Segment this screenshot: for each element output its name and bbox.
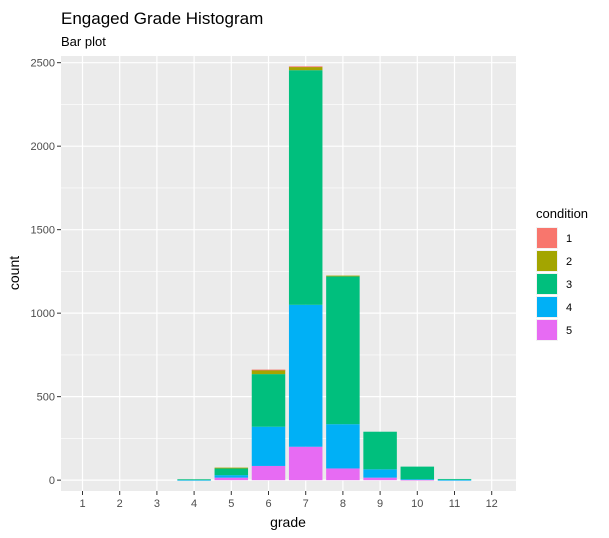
bar-grade-8-condition-5 [326, 468, 360, 481]
bar-grade-11-condition-4 [437, 479, 472, 481]
bar-grade-7-condition-2 [288, 66, 323, 71]
bar-grade-7-condition-5 [288, 446, 323, 481]
x-tick-label: 1 [79, 498, 85, 510]
bar-grade-8-condition-3 [326, 276, 360, 425]
bar-grade-5-condition-5 [214, 477, 249, 481]
bar-grade-4-condition-3 [177, 479, 211, 481]
legend-swatch-1 [537, 228, 557, 248]
y-tick-label: 1500 [31, 225, 55, 237]
bar-grade-5-condition-4 [214, 475, 249, 478]
legend-swatch-3 [537, 274, 557, 294]
legend-label-3: 3 [566, 279, 572, 291]
y-tick-label: 2000 [31, 141, 55, 153]
bar-grade-10-condition-5 [400, 479, 435, 481]
bar-grade-4-condition-4 [177, 479, 211, 481]
bar-grade-9-condition-3 [363, 431, 397, 470]
legend-swatch-4 [537, 297, 557, 317]
bar-grade-8-condition-4 [326, 424, 360, 469]
x-axis-title: grade [270, 514, 306, 530]
bar-grade-5-condition-3 [214, 468, 249, 476]
y-tick-label: 1000 [31, 308, 55, 320]
y-tick-label: 0 [49, 475, 55, 487]
x-tick-label: 5 [228, 498, 234, 510]
y-tick-label: 500 [37, 392, 55, 404]
chart-title: Engaged Grade Histogram [61, 9, 263, 28]
bar-grade-6-condition-5 [251, 465, 286, 481]
x-tick-label: 10 [411, 498, 423, 510]
bar-grade-10-condition-3 [400, 466, 435, 480]
bar-grade-8-condition-2 [326, 275, 360, 277]
bar-grade-7-condition-3 [288, 70, 323, 305]
legend-swatch-2 [537, 251, 557, 271]
bar-grade-10-condition-4 [400, 479, 435, 480]
bar-grade-7-condition-4 [288, 304, 323, 447]
bar-grade-11-condition-3 [437, 478, 472, 480]
legend-label-5: 5 [566, 325, 572, 337]
plot-panel [61, 56, 516, 491]
y-axis-title: count [6, 256, 22, 290]
bar-grade-7-condition-1 [288, 66, 323, 68]
bar-grade-6-condition-3 [251, 374, 286, 427]
x-tick-label: 7 [303, 498, 309, 510]
x-tick-label: 3 [154, 498, 160, 510]
bar-grade-6-condition-1 [251, 369, 286, 371]
bar-grade-6-condition-2 [251, 369, 286, 375]
y-tick-label: 2500 [31, 58, 55, 70]
legend-label-4: 4 [566, 302, 572, 314]
bar-grade-6-condition-4 [251, 426, 286, 466]
x-tick-label: 8 [340, 498, 346, 510]
legend-swatch-5 [537, 320, 557, 340]
legend-label-2: 2 [566, 256, 572, 268]
bar-grade-9-condition-4 [363, 469, 397, 478]
x-tick-label: 6 [265, 498, 271, 510]
x-tick-label: 9 [377, 498, 383, 510]
x-tick-label: 2 [117, 498, 123, 510]
x-tick-label: 4 [191, 498, 197, 510]
y-axis-ticks: 0 500 1000 1500 2000 2500 [31, 58, 61, 487]
x-tick-label: 11 [449, 498, 460, 510]
bars [177, 66, 472, 481]
legend-title: condition [536, 206, 588, 221]
x-axis-ticks: 1 2 3 4 5 6 7 8 9 10 11 12 [79, 491, 498, 510]
x-tick-label: 12 [486, 498, 498, 510]
legend-label-1: 1 [566, 233, 572, 245]
bar-grade-9-condition-5 [363, 477, 397, 481]
legend: condition 1 2 3 4 5 [536, 206, 588, 341]
chart-subtitle: Bar plot [61, 34, 106, 49]
bar-grade-5-condition-2 [214, 467, 249, 469]
